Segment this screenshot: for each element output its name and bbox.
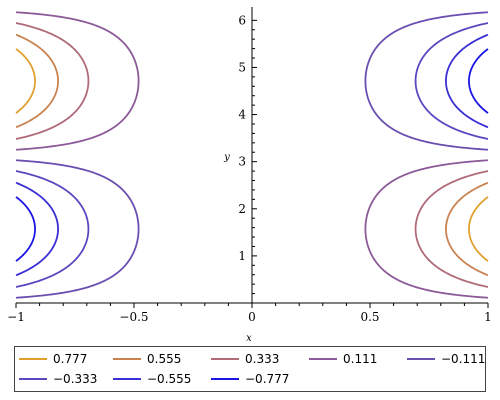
legend-item: −0.555 xyxy=(113,370,191,388)
y-tick-label: 2 xyxy=(238,202,246,216)
y-axis-ticks: 1 2 3 4 5 6 xyxy=(238,13,257,295)
legend-item: 0.111 xyxy=(309,350,377,368)
y-tick-label: 4 xyxy=(238,108,246,122)
contour-plot: −1 −0.5 0 0.5 1 1 2 3 4 5 6 x y xyxy=(7,7,492,344)
legend-label: 0.111 xyxy=(343,352,378,366)
contour-left-level-4 xyxy=(15,159,140,299)
contour-left-level-3 xyxy=(15,11,140,151)
legend-label: −0.333 xyxy=(53,372,98,386)
legend-label: −0.111 xyxy=(441,352,486,366)
contour-right-level-6 xyxy=(445,33,489,129)
contour-right-level-5 xyxy=(414,22,489,140)
legend-item: 0.555 xyxy=(113,350,181,368)
contour-left-level-5 xyxy=(15,170,90,288)
legend-swatch xyxy=(113,378,141,380)
legend-item: 0.777 xyxy=(19,350,87,368)
legend-item: −0.777 xyxy=(211,370,289,388)
axes xyxy=(16,7,488,304)
contour-right-level-1 xyxy=(445,181,489,277)
y-tick-label: 5 xyxy=(238,60,246,74)
x-tick-label: 1 xyxy=(484,310,492,324)
x-tick-label: −0.5 xyxy=(119,310,148,324)
contour-left-level-7 xyxy=(15,196,36,262)
contour-left-level-1 xyxy=(15,33,59,129)
contour-right-level-0 xyxy=(468,196,489,262)
legend-label: −0.555 xyxy=(147,372,192,386)
legend-swatch xyxy=(309,358,337,360)
legend-label: 0.777 xyxy=(53,352,88,366)
legend-swatch xyxy=(19,378,47,380)
y-tick-label: 6 xyxy=(238,13,246,27)
x-tick-label: 0 xyxy=(248,310,256,324)
contour-right-level-7 xyxy=(468,48,489,114)
legend: 0.777 0.555 0.333 0.111 −0.111 −0.333 −0.555 −0… xyxy=(14,346,486,392)
x-tick-label: 0.5 xyxy=(360,310,379,324)
contour-lines xyxy=(15,11,489,299)
y-tick-label: 1 xyxy=(238,249,246,263)
legend-swatch xyxy=(211,378,239,380)
legend-label: 0.333 xyxy=(245,352,280,366)
y-axis-label: y xyxy=(223,152,230,163)
x-tick-label: −1 xyxy=(7,310,25,324)
contour-right-level-3 xyxy=(364,159,489,299)
legend-item: −0.111 xyxy=(407,350,485,368)
contour-right-level-4 xyxy=(364,11,489,151)
legend-swatch xyxy=(407,358,435,360)
y-tick-label: 3 xyxy=(238,155,246,169)
legend-label: −0.777 xyxy=(245,372,290,386)
contour-left-level-6 xyxy=(15,181,59,277)
x-axis-label: x xyxy=(246,333,252,344)
contour-left-level-0 xyxy=(15,48,36,114)
legend-item: 0.333 xyxy=(211,350,279,368)
x-axis-ticks: −1 −0.5 0 0.5 1 xyxy=(7,303,492,324)
legend-label: 0.555 xyxy=(147,352,182,366)
legend-swatch xyxy=(211,358,239,360)
contour-right-level-2 xyxy=(414,170,489,288)
contour-left-level-2 xyxy=(15,22,90,140)
legend-swatch xyxy=(113,358,141,360)
legend-swatch xyxy=(19,358,47,360)
legend-item: −0.333 xyxy=(19,370,97,388)
